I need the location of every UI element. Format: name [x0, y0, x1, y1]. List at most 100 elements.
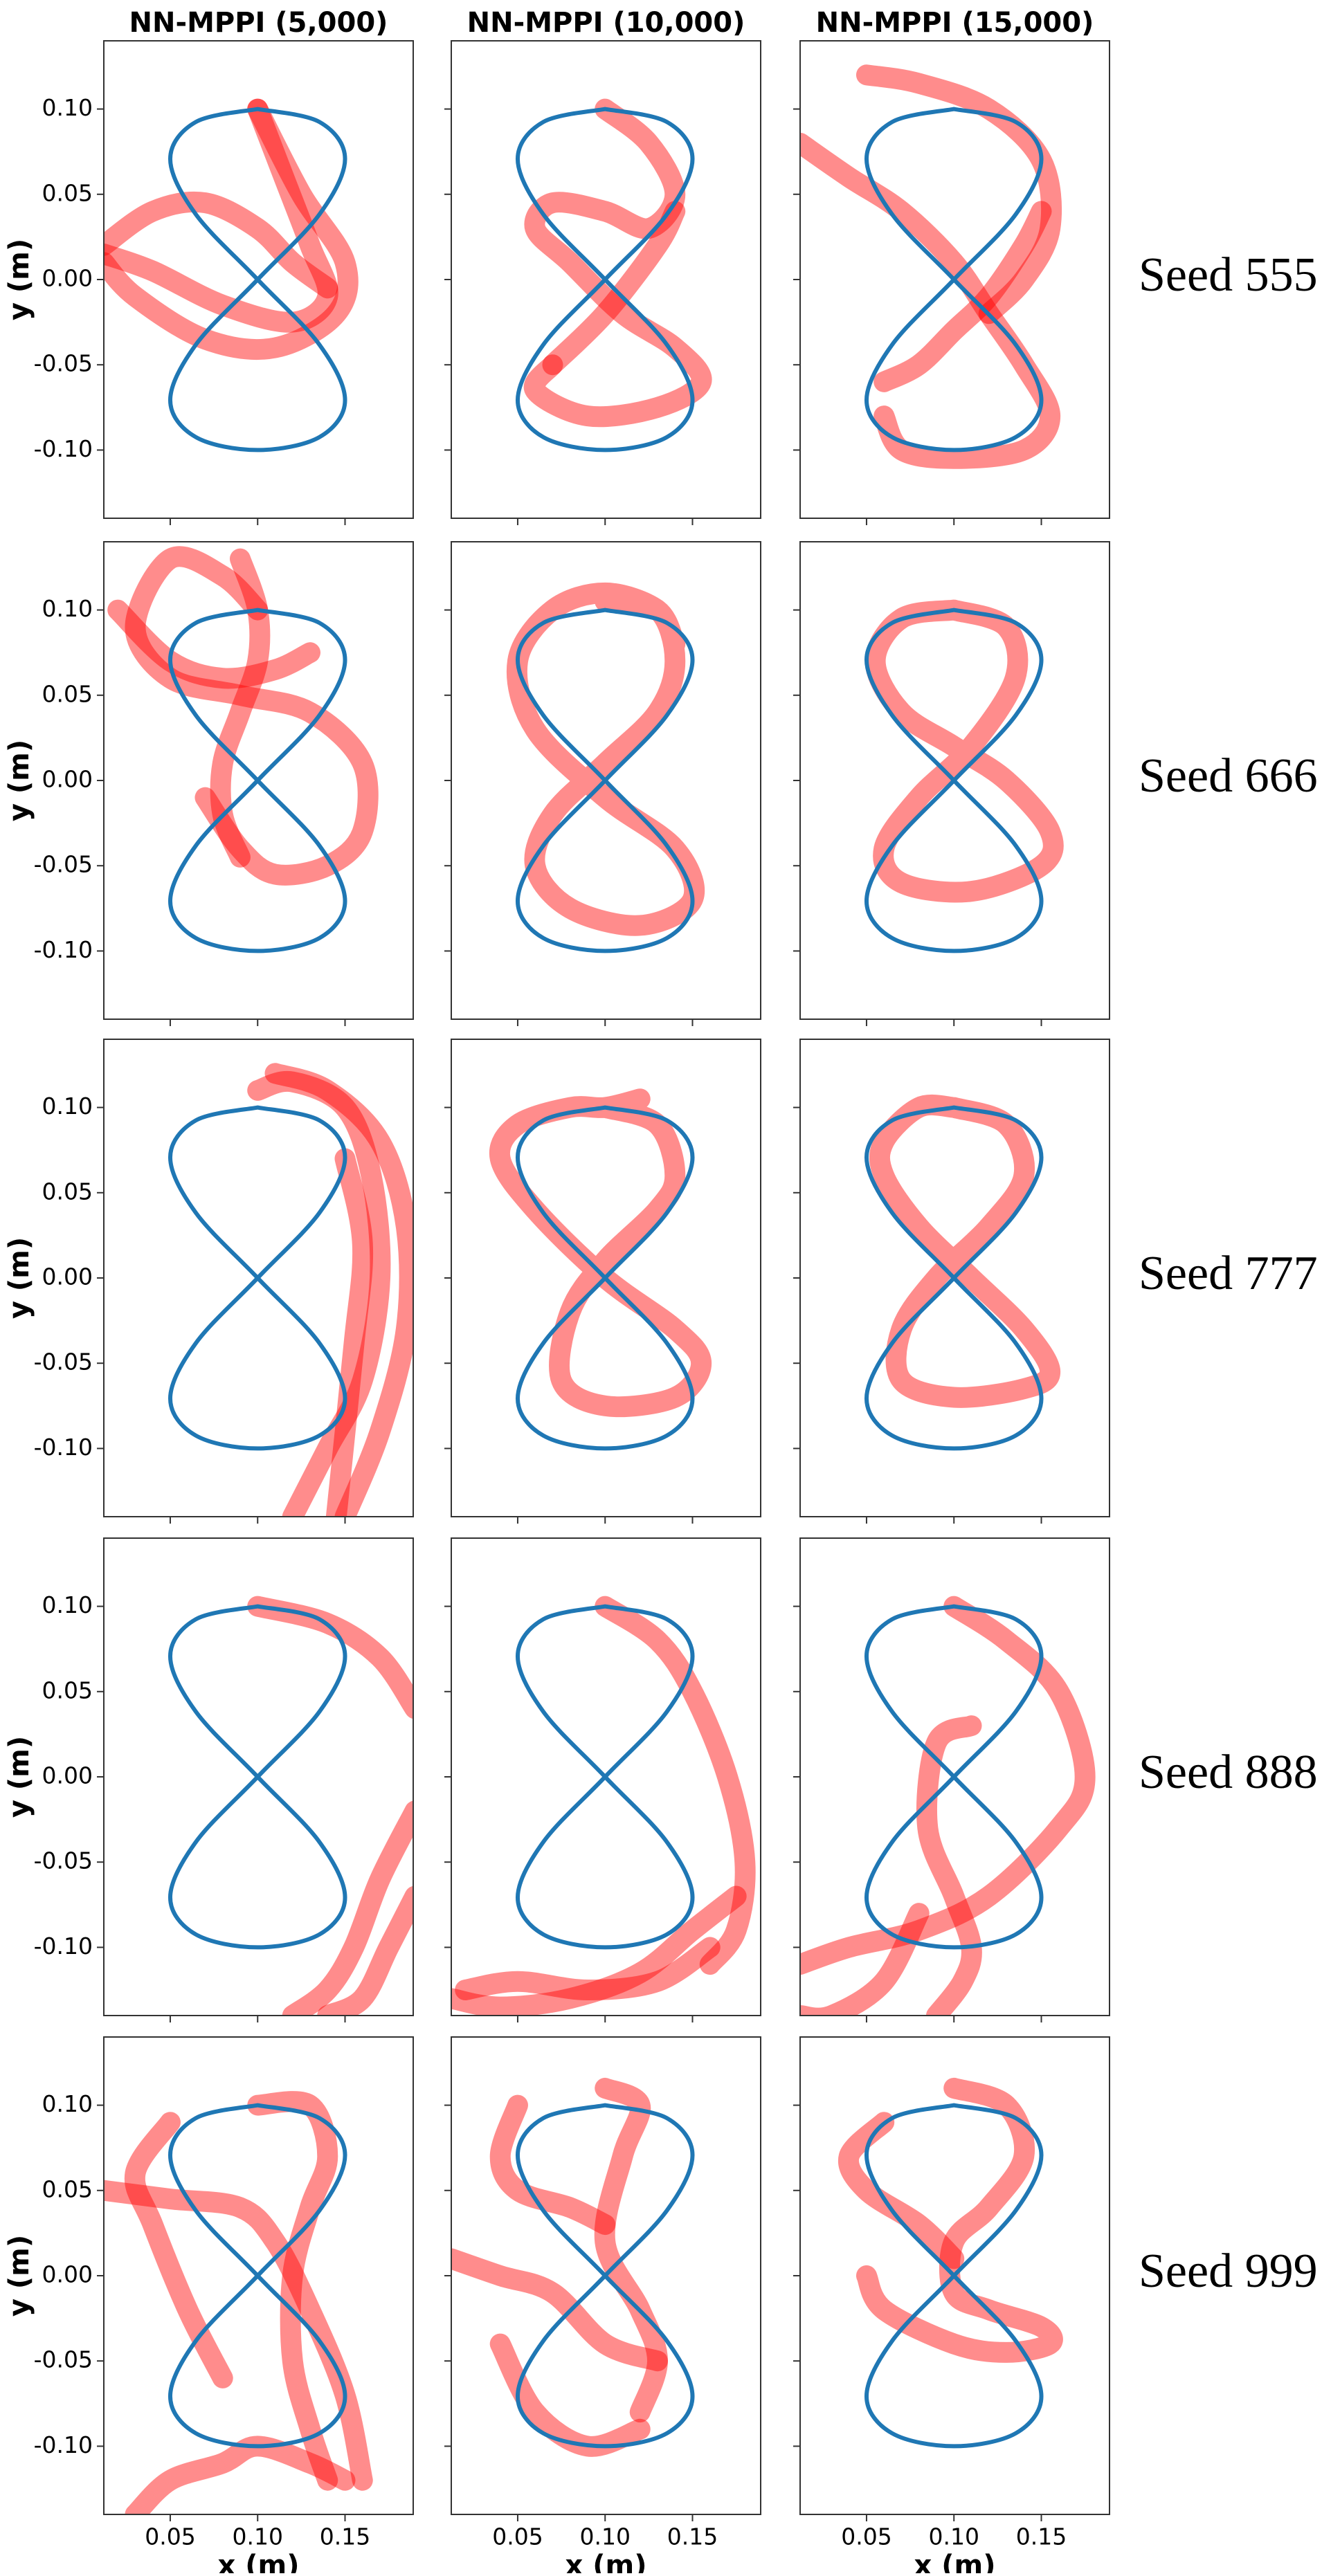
column-title: NN-MPPI (15,000) — [816, 7, 1094, 39]
y-tick-label: 0.10 — [42, 2090, 93, 2117]
trajectory-bundle — [451, 2248, 668, 2372]
y-tick-label: -0.05 — [34, 1349, 93, 1376]
x-tick-label: 0.05 — [841, 2523, 891, 2550]
y-tick-label: 0.00 — [42, 1263, 93, 1290]
reference-line — [515, 1604, 695, 1950]
plot-content — [167, 1063, 413, 1517]
y-tick-label: -0.05 — [34, 851, 93, 878]
plot-content — [837, 2077, 1063, 2449]
panel — [793, 541, 1110, 1026]
y-tick-label: -0.10 — [34, 936, 93, 963]
x-tick-label: 0.05 — [492, 2523, 543, 2550]
plot-content — [864, 1094, 1061, 1451]
y-tick-label: 0.00 — [42, 1762, 93, 1789]
reference-line — [864, 1604, 1044, 1950]
trajectory-bundle — [837, 2112, 965, 2269]
column-title: NN-MPPI (5,000) — [129, 7, 388, 39]
reference-line — [167, 107, 347, 453]
reference-line — [167, 1604, 347, 1950]
trajectory-bundle — [264, 1063, 413, 1517]
y-tick-label: 0.10 — [42, 1591, 93, 1618]
trajectory-bundle — [869, 1094, 1061, 1408]
panel: -0.10 -0.05 0.00 0.05 0.10 y (m) — [3, 541, 414, 1026]
trajectory-bundle — [506, 582, 705, 936]
y-tick-label: 0.10 — [42, 595, 93, 622]
x-axis-label: x (m) — [914, 2550, 996, 2573]
y-tick-label: -0.05 — [34, 1847, 93, 1874]
trajectory-bundle — [864, 599, 1064, 903]
row-label: Seed 888 — [1139, 1746, 1318, 1799]
trajectory-bundle — [542, 201, 686, 376]
panel: -0.10 -0.05 0.00 0.05 0.10 y (m) — [3, 1537, 414, 2022]
panel: 0.05 0.10 0.15 x (m) — [444, 2036, 761, 2576]
y-tick-label: 0.00 — [42, 2261, 93, 2288]
y-tick-label: -0.05 — [34, 2346, 93, 2373]
x-tick-label: 0.10 — [232, 2523, 282, 2550]
trajectory-bundle — [873, 201, 1052, 392]
x-tick-label: 0.15 — [1016, 2523, 1067, 2550]
row-label: Seed 777 — [1139, 1247, 1318, 1300]
panel: 0.05 0.10 0.15 -0.10 -0.05 0.00 0.05 0.10 y (m) x… — [3, 2036, 414, 2576]
x-tick-label: 0.15 — [667, 2523, 718, 2550]
y-axis-label: y (m) — [3, 1736, 35, 1818]
y-tick-label: -0.10 — [34, 2431, 93, 2458]
panel: -0.10 -0.05 0.00 0.05 0.10 y (m) — [3, 1039, 414, 1524]
x-tick-label: 0.15 — [320, 2523, 370, 2550]
y-tick-label: -0.10 — [34, 435, 93, 462]
trajectory-bundle — [247, 2091, 338, 2491]
plot-content — [451, 2077, 695, 2457]
plot-content — [104, 98, 359, 453]
panel — [793, 1039, 1110, 1524]
reference-line — [167, 1105, 347, 1451]
plot-content — [506, 582, 705, 953]
plot-content — [167, 1596, 413, 2016]
reference-line — [515, 608, 695, 953]
panel — [444, 1537, 761, 2022]
reference-line — [167, 608, 347, 953]
plot-content — [451, 1596, 756, 2016]
reference-line — [515, 1105, 695, 1451]
trajectory-bundle — [325, 1148, 374, 1517]
panel — [793, 1537, 1110, 2022]
y-tick-label: 0.00 — [42, 265, 93, 292]
row-label: Seed 666 — [1139, 749, 1318, 803]
y-tick-label: 0.10 — [42, 94, 93, 121]
trajectory-bundle — [455, 1937, 721, 2001]
panel: -0.10 -0.05 0.00 0.05 0.10 y (m) NN-MPPI (5,00… — [3, 7, 414, 525]
y-axis-label: y (m) — [3, 239, 35, 320]
y-tick-label: 0.05 — [42, 1677, 93, 1703]
reference-line — [864, 107, 1044, 453]
panel: NN-MPPI (10,000) — [444, 7, 761, 525]
y-axis-label: y (m) — [3, 1237, 35, 1319]
trajectory-bundle — [594, 2077, 668, 2423]
y-axis-label: y (m) — [3, 2235, 35, 2317]
trajectory-bundle — [451, 1885, 747, 2016]
trajectory-bundle — [125, 2436, 356, 2514]
trajectory-bundle — [916, 1715, 982, 2016]
y-tick-label: -0.10 — [34, 1933, 93, 1960]
reference-line — [515, 2103, 695, 2449]
x-axis-label: x (m) — [218, 2550, 300, 2573]
plot-content — [515, 98, 712, 453]
y-tick-label: 0.10 — [42, 1093, 93, 1120]
trajectory-bundle — [595, 1596, 756, 1975]
row-label: Seed 555 — [1139, 248, 1318, 302]
y-tick-label: 0.00 — [42, 766, 93, 793]
reference-line — [515, 107, 695, 453]
x-tick-label: 0.10 — [579, 2523, 630, 2550]
trajectory-bundle — [125, 546, 379, 886]
y-tick-label: 0.05 — [42, 1178, 93, 1205]
x-axis-label: x (m) — [565, 2550, 647, 2573]
panel — [444, 1039, 761, 1524]
trajectory-bundle — [104, 98, 338, 333]
trajectory-bundle — [104, 191, 338, 299]
y-tick-label: 0.05 — [42, 2175, 93, 2202]
x-tick-label: 0.10 — [928, 2523, 979, 2550]
trajectory-bundle — [247, 1070, 391, 1517]
plot-content — [864, 599, 1064, 953]
column-title: NN-MPPI (10,000) — [467, 7, 745, 39]
reference-line — [864, 608, 1044, 953]
reference-line — [864, 1105, 1044, 1451]
panel: 0.05 0.10 0.15 x (m) — [793, 2036, 1110, 2576]
